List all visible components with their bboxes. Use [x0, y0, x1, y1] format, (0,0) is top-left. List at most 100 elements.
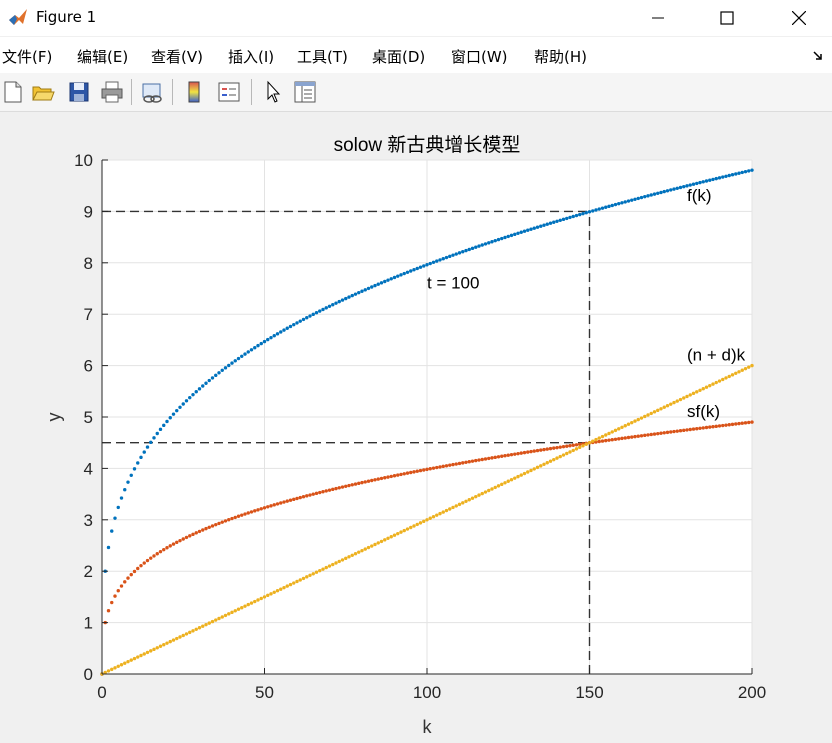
menu-help[interactable]: 帮助(H): [534, 48, 587, 66]
data-point: [314, 570, 319, 574]
print-icon[interactable]: [99, 79, 125, 105]
data-point: [441, 510, 445, 514]
data-point: [493, 485, 497, 490]
data-point: [132, 467, 137, 471]
open-file-icon[interactable]: [30, 79, 56, 105]
menu-file[interactable]: 文件(F): [2, 48, 53, 66]
dock-arrow-icon[interactable]: [812, 50, 824, 62]
data-point: [467, 247, 471, 252]
minimize-button[interactable]: [635, 0, 681, 36]
data-point: [613, 437, 618, 441]
data-point: [314, 311, 319, 315]
data-point: [233, 609, 237, 613]
maximize-button[interactable]: [704, 0, 750, 36]
data-point: [243, 604, 247, 608]
data-point: [145, 445, 150, 449]
data-point: [142, 450, 146, 454]
data-point: [490, 487, 494, 491]
x-tick-label: 200: [738, 683, 766, 702]
data-point: [578, 212, 582, 217]
x-tick-label: 0: [97, 683, 106, 702]
data-point: [600, 434, 605, 439]
new-figure-icon[interactable]: [0, 79, 26, 105]
data-point: [357, 481, 361, 486]
data-point: [477, 244, 481, 248]
data-point: [418, 521, 423, 525]
data-point: [643, 433, 647, 438]
data-point: [220, 368, 224, 372]
menu-window[interactable]: 窗口(W): [451, 48, 508, 66]
data-point: [545, 461, 549, 465]
data-point: [236, 514, 241, 518]
data-point: [444, 255, 449, 260]
pointer-icon[interactable]: [260, 79, 286, 105]
data-point: [119, 663, 124, 667]
data-point: [275, 589, 280, 593]
data-point: [678, 429, 683, 433]
data-point: [571, 214, 575, 219]
data-point: [275, 502, 280, 506]
data-point: [126, 480, 130, 484]
data-point: [145, 650, 150, 655]
data-point: [509, 233, 514, 238]
menu-desktop[interactable]: 桌面(D): [372, 48, 426, 66]
data-point: [730, 173, 735, 177]
data-point: [184, 632, 189, 636]
y-tick-label: 3: [84, 511, 93, 530]
menu-view[interactable]: 查看(V): [151, 48, 203, 66]
data-point: [155, 431, 159, 436]
data-point: [545, 447, 549, 451]
data-point: [292, 322, 296, 327]
data-point: [659, 190, 663, 195]
data-point: [587, 441, 592, 445]
data-point: [340, 485, 345, 489]
annotation-label: (n + d)k: [687, 345, 746, 364]
menu-tools[interactable]: 工具(T): [297, 48, 348, 66]
data-point: [259, 507, 263, 511]
data-point: [604, 205, 608, 209]
link-plot-icon[interactable]: [139, 79, 165, 105]
data-point: [480, 491, 484, 496]
data-point: [405, 471, 410, 475]
data-point: [324, 306, 328, 310]
data-point: [724, 423, 728, 427]
data-point: [311, 572, 315, 576]
data-point: [561, 453, 566, 457]
data-point: [617, 201, 621, 206]
data-point: [470, 459, 475, 463]
data-point: [454, 462, 458, 466]
save-icon[interactable]: [66, 79, 92, 105]
toolbar: [0, 73, 832, 112]
data-point: [236, 356, 241, 361]
data-point: [266, 505, 270, 509]
data-point: [402, 271, 406, 276]
menu-edit[interactable]: 编辑(E): [77, 48, 129, 66]
data-point: [139, 563, 143, 568]
annotations: f(k) t = 100 (n + d)k sf(k): [427, 186, 746, 421]
colorbar-icon[interactable]: [181, 79, 207, 105]
data-point: [526, 228, 530, 232]
data-point: [685, 428, 689, 432]
data-point: [370, 478, 374, 483]
data-point: [259, 596, 263, 601]
data-point: [295, 496, 299, 501]
menu-insert[interactable]: 插入(I): [228, 48, 275, 66]
data-point: [227, 518, 231, 522]
data-point: [555, 445, 559, 450]
data-point: [295, 321, 299, 325]
chart-svg[interactable]: 0 50 100 150 200 0 1 2 3 4 5 6 7 8 9 10 f(k) t = 100 (n +…: [0, 112, 832, 739]
data-point: [321, 567, 325, 571]
close-button[interactable]: [776, 0, 822, 36]
data-point: [571, 448, 575, 453]
data-point: [672, 429, 676, 434]
legend-icon[interactable]: [216, 79, 242, 105]
data-point: [168, 544, 172, 548]
data-point: [223, 613, 228, 618]
data-point: [682, 184, 686, 189]
data-point: [344, 556, 348, 561]
data-point: [389, 277, 393, 281]
property-editor-icon[interactable]: [292, 79, 318, 105]
figure-canvas[interactable]: 0 50 100 150 200 0 1 2 3 4 5 6 7 8 9 10 f(k) t = 100 (n +…: [0, 112, 832, 739]
data-point: [477, 493, 481, 497]
data-point: [288, 324, 293, 329]
